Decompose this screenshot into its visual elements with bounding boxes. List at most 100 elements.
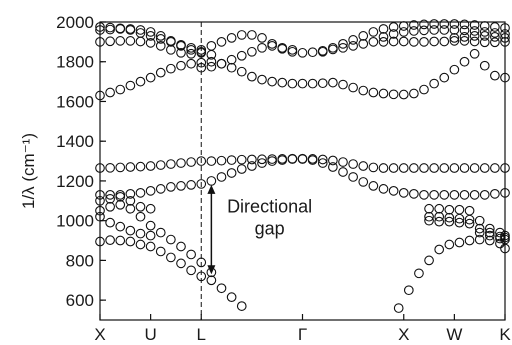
data-point: [419, 25, 429, 36]
data-points: [95, 19, 510, 313]
data-point: [414, 268, 424, 279]
data-point: [358, 39, 369, 49]
data-point: [155, 160, 166, 170]
x-tick-label: L: [197, 325, 206, 344]
data-point: [216, 283, 227, 294]
data-point: [176, 258, 186, 269]
data-point: [206, 61, 217, 72]
data-point: [247, 30, 257, 40]
data-point: [115, 221, 126, 232]
data-point: [358, 85, 369, 96]
y-axis-label: 1/λ (cm⁻¹): [19, 133, 38, 209]
data-point: [454, 237, 465, 248]
data-point: [145, 203, 156, 214]
data-point: [226, 155, 237, 165]
data-point: [125, 80, 136, 91]
data-point: [105, 217, 115, 228]
data-point: [176, 241, 186, 252]
data-point: [464, 214, 475, 225]
data-point: [429, 36, 439, 47]
data-point: [236, 50, 247, 61]
data-point: [378, 32, 389, 42]
data-point: [500, 188, 510, 198]
data-point: [454, 213, 465, 224]
data-point: [388, 22, 399, 32]
data-point: [115, 199, 126, 210]
data-point: [424, 215, 434, 226]
data-point: [155, 40, 166, 51]
data-point: [429, 189, 439, 200]
annotation-text-line1: Directional: [227, 197, 312, 217]
data-point: [176, 181, 186, 191]
data-point: [125, 188, 136, 199]
data-point: [419, 84, 429, 95]
data-point: [495, 227, 505, 238]
data-point: [267, 156, 277, 166]
data-point: [105, 162, 115, 173]
data-point: [105, 201, 115, 212]
data-point: [429, 78, 439, 89]
data-point: [196, 257, 207, 268]
data-point: [155, 31, 166, 41]
data-point: [277, 42, 288, 53]
data-point: [409, 88, 419, 99]
data-point: [368, 162, 379, 173]
data-point: [125, 203, 136, 214]
data-point: [409, 163, 419, 173]
data-point: [236, 164, 247, 174]
data-point: [206, 56, 217, 67]
plot-area: Directional gap: [95, 19, 510, 321]
data-point: [338, 39, 348, 49]
data-point: [439, 36, 450, 47]
y-tick-label: 1400: [56, 132, 94, 151]
data-point: [247, 71, 257, 82]
y-tick-label: 800: [66, 251, 94, 270]
annotation-text-line2: gap: [255, 219, 285, 239]
data-point: [454, 217, 465, 228]
data-point: [236, 30, 247, 40]
data-point: [216, 155, 227, 166]
data-point: [267, 76, 277, 87]
data-point: [500, 72, 510, 83]
data-point: [135, 228, 146, 239]
data-point: [95, 25, 105, 35]
data-point: [449, 189, 460, 200]
data-point: [348, 159, 358, 169]
data-point: [135, 36, 146, 47]
data-point: [196, 271, 207, 282]
data-point: [267, 39, 277, 49]
data-point: [469, 31, 480, 41]
data-point: [439, 72, 450, 83]
data-point: [307, 78, 318, 89]
data-point: [419, 189, 429, 200]
data-point: [459, 56, 470, 67]
data-point: [166, 159, 176, 169]
gap-arrow-head-bottom: [207, 265, 216, 275]
data-point: [135, 188, 146, 198]
data-point: [328, 77, 338, 88]
data-point: [317, 78, 328, 89]
data-point: [469, 163, 480, 173]
data-point: [145, 38, 156, 48]
data-point: [484, 235, 495, 246]
data-point: [105, 36, 115, 47]
data-point: [95, 195, 105, 206]
data-point: [328, 162, 338, 172]
gap-annotation: Directional gap: [207, 184, 312, 275]
data-point: [388, 89, 399, 100]
data-point: [439, 163, 450, 173]
data-point: [378, 184, 389, 194]
data-point: [495, 233, 505, 244]
data-point: [257, 74, 267, 85]
data-point: [403, 285, 414, 296]
data-point: [155, 67, 166, 78]
data-point: [297, 153, 308, 164]
data-point: [469, 36, 480, 47]
data-point: [267, 40, 277, 51]
data-point: [444, 216, 455, 227]
data-point: [449, 36, 460, 46]
data-point: [459, 19, 470, 30]
data-point: [328, 155, 338, 166]
data-point: [459, 163, 470, 173]
